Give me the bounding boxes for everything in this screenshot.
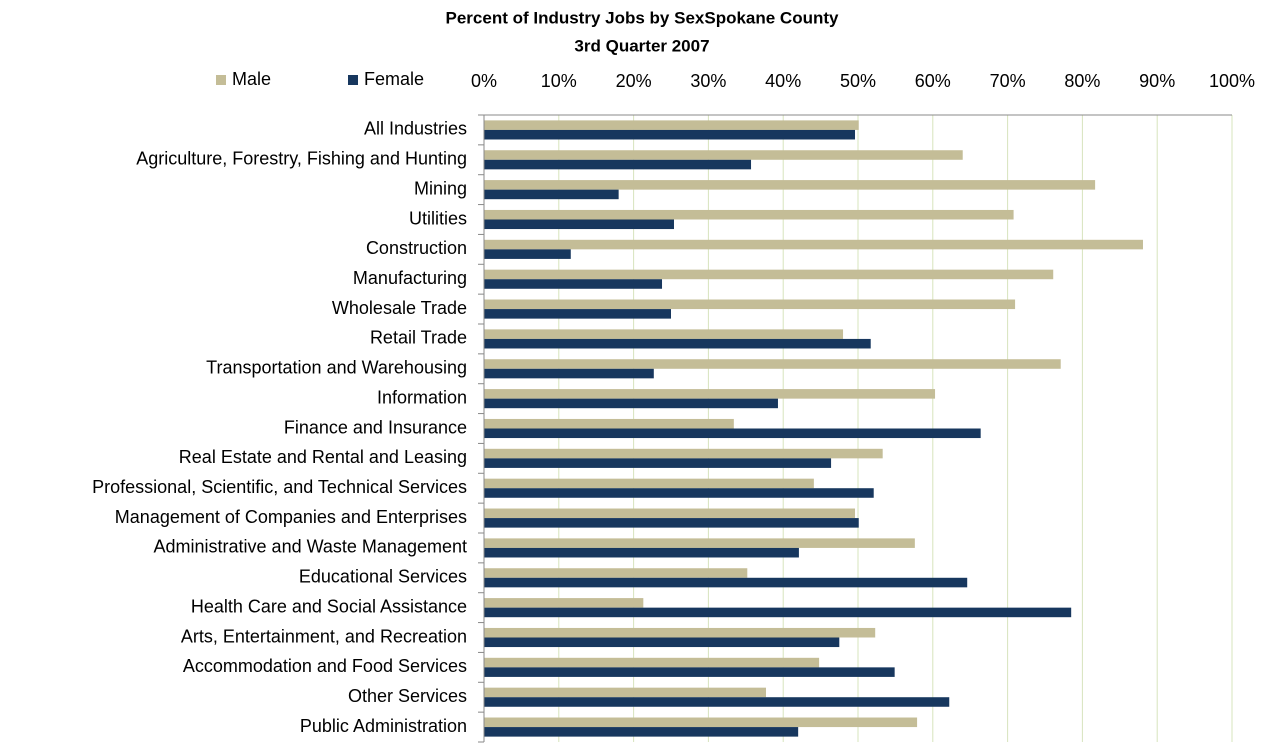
y-tick-label: Wholesale Trade [332, 298, 467, 318]
y-tick-label: Manufacturing [353, 268, 467, 288]
bar [484, 219, 674, 230]
y-tick-label: Real Estate and Rental and Leasing [179, 447, 467, 467]
bar [484, 667, 895, 677]
bar [484, 538, 915, 548]
bar [484, 687, 766, 698]
bar [484, 657, 820, 668]
bar [484, 428, 981, 439]
bar [484, 727, 799, 737]
bar [484, 120, 859, 130]
x-tick-label: 60% [915, 71, 951, 91]
bar [484, 448, 883, 459]
x-tick-label: 70% [990, 71, 1026, 91]
y-tick-label: Accommodation and Food Services [183, 656, 467, 676]
bar [484, 478, 814, 489]
bar [484, 418, 734, 429]
x-tick-label: 20% [616, 71, 652, 91]
bar [484, 598, 644, 608]
bar [484, 717, 918, 728]
bar [484, 577, 968, 588]
bar [484, 189, 619, 200]
bar [484, 249, 571, 259]
bar [484, 338, 871, 349]
bar [484, 627, 876, 638]
y-tick-label: All Industries [364, 119, 467, 139]
x-tick-label: 10% [541, 71, 577, 91]
y-tick-label: Mining [414, 178, 467, 198]
bar [484, 488, 874, 498]
bar [484, 239, 1143, 250]
bar [484, 279, 663, 289]
y-tick-label: Construction [366, 238, 467, 258]
x-tick-label: 0% [471, 71, 497, 91]
bar [484, 150, 963, 160]
chart-title: Percent of Industry Jobs by SexSpokane C… [446, 8, 840, 27]
y-tick-label: Management of Companies and Enterprises [115, 507, 467, 527]
y-tick-label: Health Care and Social Assistance [191, 596, 467, 616]
bar [484, 159, 752, 170]
bar [484, 209, 1014, 220]
bar [484, 637, 840, 648]
y-tick-label: Professional, Scientific, and Technical … [92, 477, 467, 497]
legend-swatch [348, 75, 358, 85]
y-tick-label: Utilities [409, 208, 467, 228]
bar [484, 329, 844, 339]
bar [484, 180, 1096, 190]
y-tick-label: Agriculture, Forestry, Fishing and Hunti… [136, 149, 467, 169]
y-tick-label: Retail Trade [370, 328, 467, 348]
bar [484, 518, 859, 528]
legend-swatch [216, 75, 226, 85]
x-tick-label: 50% [840, 71, 876, 91]
bar [484, 607, 1072, 618]
bar [484, 309, 671, 319]
y-tick-label: Other Services [348, 686, 467, 706]
x-tick-label: 100% [1209, 71, 1255, 91]
y-tick-label: Arts, Entertainment, and Recreation [181, 626, 467, 646]
legend-label: Male [232, 69, 271, 89]
bar [484, 299, 1016, 310]
bar [484, 458, 832, 468]
chart-subtitle: 3rd Quarter 2007 [574, 36, 709, 55]
bar [484, 389, 936, 399]
x-tick-label: 80% [1064, 71, 1100, 91]
x-tick-label: 40% [765, 71, 801, 91]
bar [484, 697, 950, 707]
x-tick-label: 30% [690, 71, 726, 91]
x-tick-label: 90% [1139, 71, 1175, 91]
y-tick-label: Transportation and Warehousing [206, 358, 467, 378]
bar [484, 568, 748, 578]
bar [484, 508, 856, 519]
legend-label: Female [364, 69, 424, 89]
bar [484, 269, 1054, 280]
y-tick-label: Public Administration [300, 716, 467, 736]
bar [484, 359, 1061, 369]
bar [484, 398, 778, 409]
bar [484, 129, 856, 140]
y-tick-label: Educational Services [299, 567, 467, 587]
y-tick-label: Administrative and Waste Management [154, 537, 467, 557]
bar [484, 547, 799, 558]
y-tick-label: Information [377, 387, 467, 407]
y-tick-label: Finance and Insurance [284, 417, 467, 437]
bar [484, 368, 654, 379]
